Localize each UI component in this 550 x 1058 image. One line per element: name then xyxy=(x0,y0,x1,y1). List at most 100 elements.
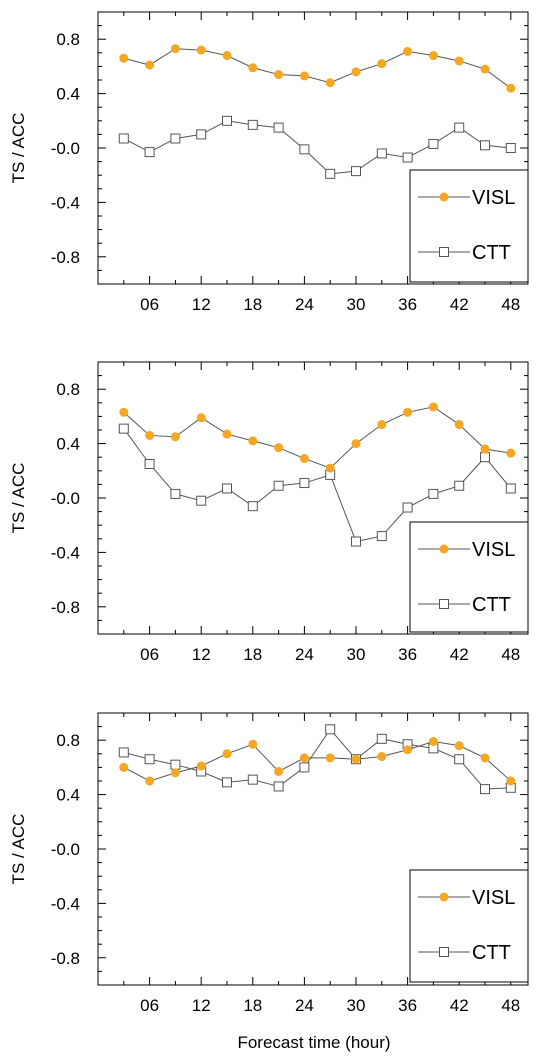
x-tick-label: 06 xyxy=(140,295,159,314)
data-point-ctt xyxy=(454,122,465,133)
x-tick-label: 24 xyxy=(295,295,314,314)
data-point-visl xyxy=(506,448,516,458)
legend-box xyxy=(409,169,529,283)
x-tick-label: 18 xyxy=(243,996,262,1015)
x-tick-label: 36 xyxy=(398,295,417,314)
data-point-ctt xyxy=(144,754,155,765)
data-point-visl xyxy=(428,737,438,747)
data-point-visl xyxy=(248,63,258,73)
y-axis-label: TS / ACC xyxy=(9,814,28,885)
data-point-visl xyxy=(145,776,155,786)
y-tick-label: -0.4 xyxy=(51,543,80,562)
legend-box xyxy=(409,521,529,633)
legend-marker-ctt xyxy=(439,947,449,957)
data-point-ctt xyxy=(325,168,336,179)
data-point-ctt xyxy=(273,781,284,792)
data-point-ctt xyxy=(196,129,207,140)
x-tick-label: 12 xyxy=(192,996,211,1015)
x-tick-label: 30 xyxy=(347,295,366,314)
data-point-ctt xyxy=(428,138,439,149)
legend-box xyxy=(409,869,529,983)
data-point-ctt xyxy=(144,147,155,158)
data-point-ctt xyxy=(118,133,129,144)
x-tick-label: 42 xyxy=(450,295,469,314)
series-line-visl xyxy=(123,48,512,89)
data-point-visl xyxy=(222,51,232,61)
data-point-ctt xyxy=(480,140,490,151)
legend-marker-visl xyxy=(439,892,449,902)
x-tick-label: 12 xyxy=(192,295,211,314)
x-tick-label: 48 xyxy=(501,295,520,314)
x-tick-label: 06 xyxy=(140,996,159,1015)
data-point-visl xyxy=(454,56,464,66)
legend-label-ctt: CTT xyxy=(472,942,511,964)
data-point-ctt xyxy=(299,478,310,489)
data-point-visl xyxy=(274,766,284,776)
data-point-visl xyxy=(274,443,284,453)
data-point-visl xyxy=(403,407,413,417)
series-ctt xyxy=(118,724,516,795)
data-point-ctt xyxy=(170,488,181,499)
series-line-ctt xyxy=(123,428,512,543)
data-point-ctt xyxy=(351,536,361,547)
y-tick-label: 0.4 xyxy=(56,85,80,104)
data-point-ctt xyxy=(376,733,387,744)
data-point-visl xyxy=(145,60,155,70)
data-point-visl xyxy=(377,420,387,430)
y-tick-label: -0.0 xyxy=(51,840,80,859)
data-point-visl xyxy=(222,749,232,759)
data-point-visl xyxy=(196,413,206,423)
y-tick-label: -0.4 xyxy=(51,193,80,212)
data-point-visl xyxy=(274,70,284,80)
data-point-ctt xyxy=(402,502,413,513)
data-point-ctt xyxy=(144,459,155,469)
x-tick-label: 36 xyxy=(398,996,417,1015)
data-point-visl xyxy=(403,745,413,755)
data-point-visl xyxy=(403,46,413,56)
series-line-ctt xyxy=(123,728,511,790)
data-point-ctt xyxy=(505,143,516,153)
series-visl xyxy=(119,44,516,93)
data-point-ctt xyxy=(428,488,439,499)
data-point-visl xyxy=(299,71,309,81)
data-point-visl xyxy=(454,420,464,430)
legend-marker-visl xyxy=(439,192,449,202)
data-point-ctt xyxy=(222,483,232,494)
legend-marker-visl xyxy=(439,544,449,554)
data-point-visl xyxy=(325,753,335,763)
data-point-visl xyxy=(170,768,180,778)
data-point-visl xyxy=(248,436,258,446)
data-point-ctt xyxy=(170,759,181,770)
x-tick-label: 42 xyxy=(450,996,469,1015)
y-tick-label: 0.8 xyxy=(56,731,80,750)
y-tick-label: 0.4 xyxy=(56,435,80,454)
data-point-ctt xyxy=(376,531,387,542)
series-line-visl xyxy=(123,741,512,782)
x-tick-label: 24 xyxy=(295,996,314,1015)
x-tick-label: 24 xyxy=(295,645,314,664)
y-tick-label: 0.4 xyxy=(56,786,80,805)
chart-panel-3: 0.8 0.4 -0.0 -0.4 -0.8 06 12 18 24 30 36 42 48 TS / A… xyxy=(9,712,529,1015)
legend-label-visl: VISL xyxy=(472,187,515,209)
data-point-visl xyxy=(428,402,438,412)
y-tick-label: 0.8 xyxy=(56,380,80,399)
x-tick-label: 18 xyxy=(243,645,262,664)
data-point-ctt xyxy=(170,133,181,144)
data-point-visl xyxy=(222,429,232,439)
x-tick-label: 30 xyxy=(347,645,366,664)
y-tick-label: -0.0 xyxy=(51,139,80,158)
data-point-visl xyxy=(248,739,258,749)
chart-panel-1: 0.8 0.4 -0.0 -0.4 -0.8 06 12 18 24 30 36 42 48 TS / A… xyxy=(9,11,529,314)
x-tick-label: 36 xyxy=(398,645,417,664)
data-point-ctt xyxy=(247,501,258,512)
data-point-ctt xyxy=(196,495,207,506)
data-point-visl xyxy=(325,78,335,88)
series-ctt xyxy=(118,115,516,179)
legend: VISL CTT xyxy=(409,521,529,633)
data-point-ctt xyxy=(247,774,258,785)
y-tick-label: -0.8 xyxy=(51,248,80,267)
x-tick-label: 48 xyxy=(501,996,520,1015)
x-axis-label: Forecast time (hour) xyxy=(237,1033,390,1052)
data-point-visl xyxy=(325,463,335,473)
data-point-visl xyxy=(506,776,516,786)
